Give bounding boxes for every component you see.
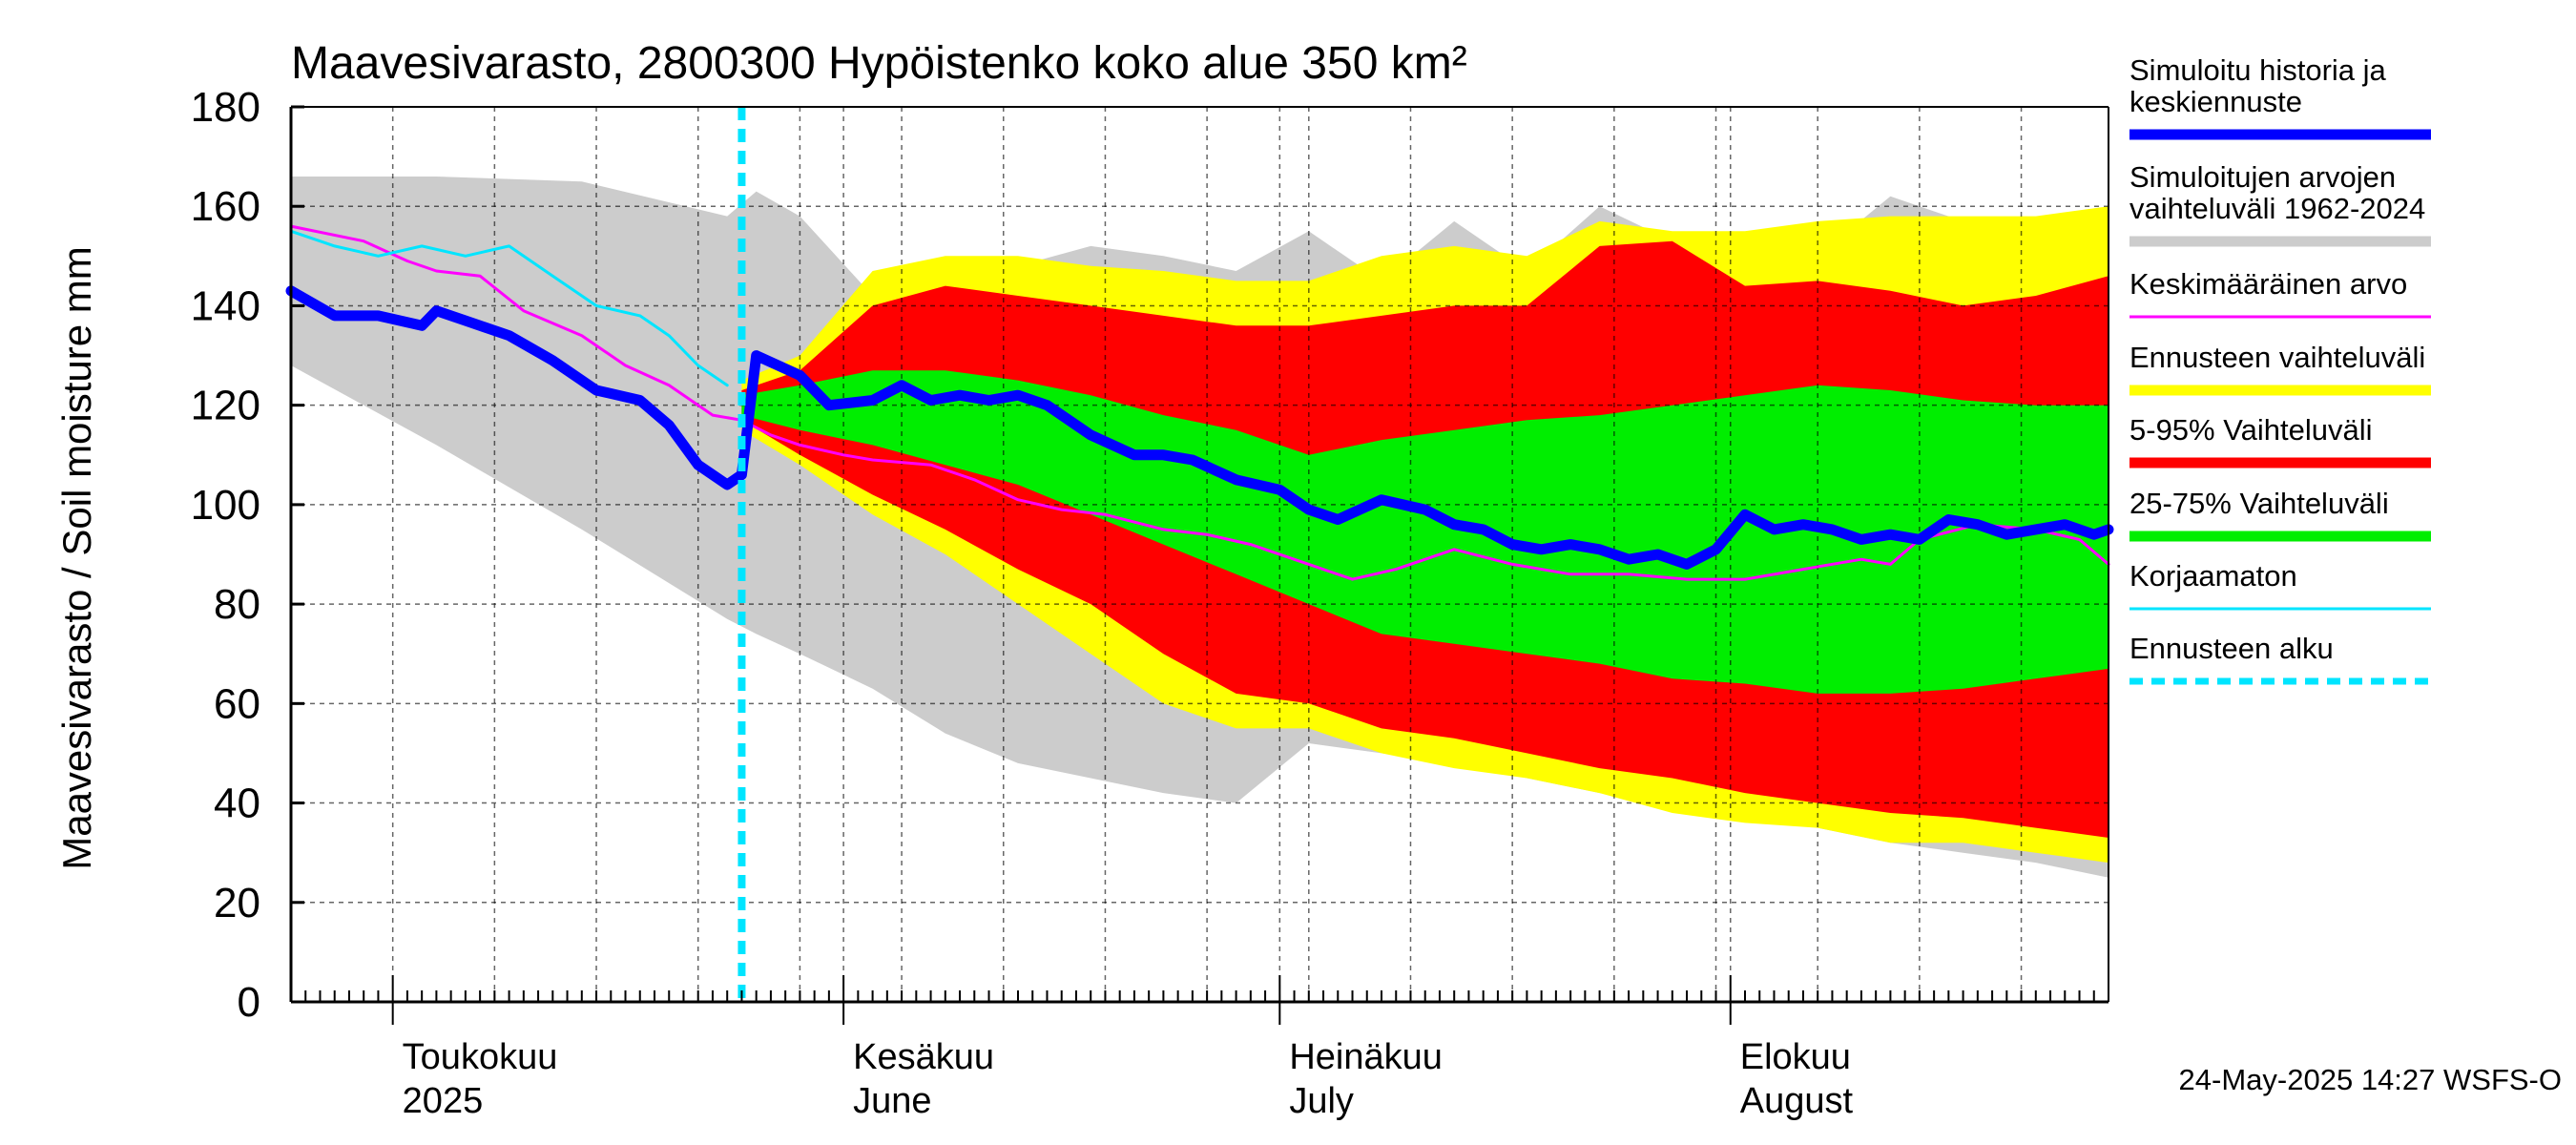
month-label-fi: Toukokuu <box>403 1037 558 1077</box>
y-tick-label: 20 <box>214 880 260 926</box>
y-tick-label: 140 <box>191 282 260 329</box>
series-layer <box>285 107 2114 1002</box>
y-tick-label: 180 <box>191 84 260 131</box>
month-label-en: 2025 <box>403 1081 484 1121</box>
y-tick-label: 120 <box>191 383 260 429</box>
legend-label: Ennusteen alku <box>2129 632 2334 665</box>
forecast-25-75-band <box>741 370 2109 694</box>
legend-label: Simuloitujen arvojen <box>2129 160 2396 194</box>
legend-label: Keskimääräinen arvo <box>2129 267 2407 301</box>
legend-label: 25-75% Vaihteluväli <box>2129 487 2389 520</box>
month-label-fi: Heinäkuu <box>1289 1037 1443 1077</box>
y-tick-label: 0 <box>238 979 260 1026</box>
month-label-fi: Kesäkuu <box>853 1037 994 1077</box>
month-label-en: August <box>1740 1081 1854 1121</box>
y-tick-label: 100 <box>191 482 260 529</box>
legend-label: keskiennuste <box>2129 85 2302 118</box>
month-label-fi: Elokuu <box>1740 1037 1851 1077</box>
y-tick-label: 80 <box>214 581 260 628</box>
chart-title: Maavesivarasto, 2800300 Hypöistenko koko… <box>291 38 1467 89</box>
timestamp-label: 24-May-2025 14:27 WSFS-O <box>2179 1063 2562 1096</box>
y-tick-label: 40 <box>214 781 260 827</box>
month-label-en: July <box>1289 1081 1354 1121</box>
y-axis-label: Maavesivarasto / Soil moisture mm <box>54 246 99 870</box>
legend-label: Korjaamaton <box>2129 559 2297 593</box>
legend-label: vaihteluväli 1962-2024 <box>2129 192 2425 225</box>
y-tick-label: 160 <box>191 183 260 230</box>
legend-label: 5-95% Vaihteluväli <box>2129 413 2372 447</box>
legend-label: Ennusteen vaihteluväli <box>2129 341 2425 374</box>
month-label-en: June <box>853 1081 931 1121</box>
mean-value-line <box>289 224 2110 581</box>
y-tick-label: 60 <box>214 680 260 727</box>
uncorrected-line <box>289 229 729 387</box>
simulated-history-forecast-line <box>285 285 2114 570</box>
legend-label: Simuloitu historia ja <box>2129 53 2387 87</box>
